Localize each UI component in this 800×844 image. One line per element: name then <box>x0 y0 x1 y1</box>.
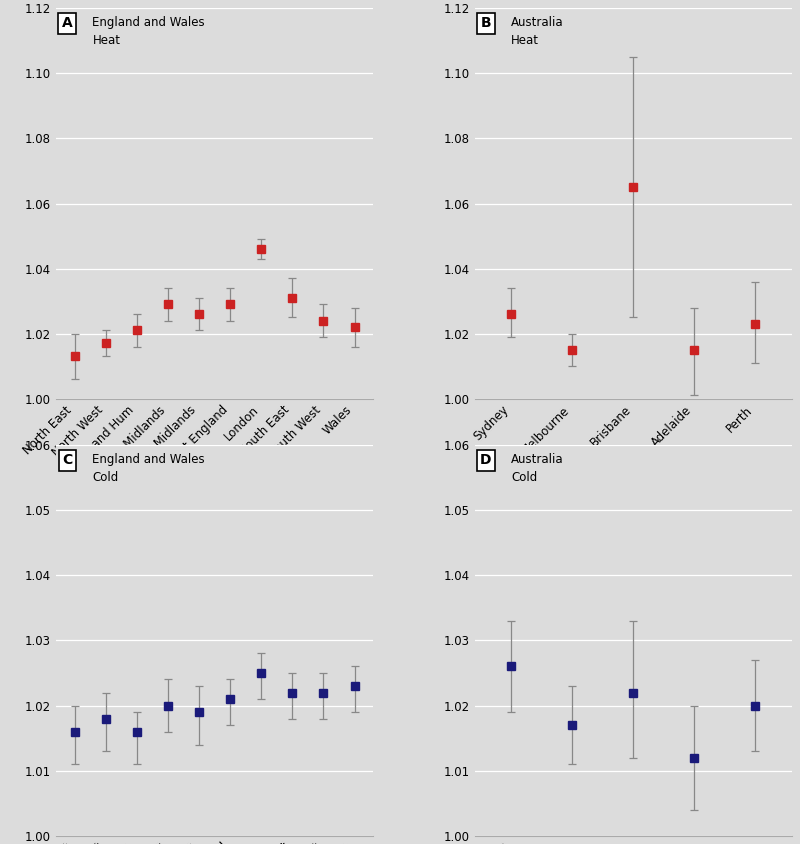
Text: C: C <box>62 453 72 468</box>
Text: Australia
Cold: Australia Cold <box>511 453 564 484</box>
Text: A: A <box>62 16 73 30</box>
Text: D: D <box>480 453 492 468</box>
Text: Australia
Heat: Australia Heat <box>511 16 564 47</box>
Text: England and Wales
Heat: England and Wales Heat <box>93 16 205 47</box>
Text: England and Wales
Cold: England and Wales Cold <box>93 453 205 484</box>
Text: B: B <box>481 16 491 30</box>
